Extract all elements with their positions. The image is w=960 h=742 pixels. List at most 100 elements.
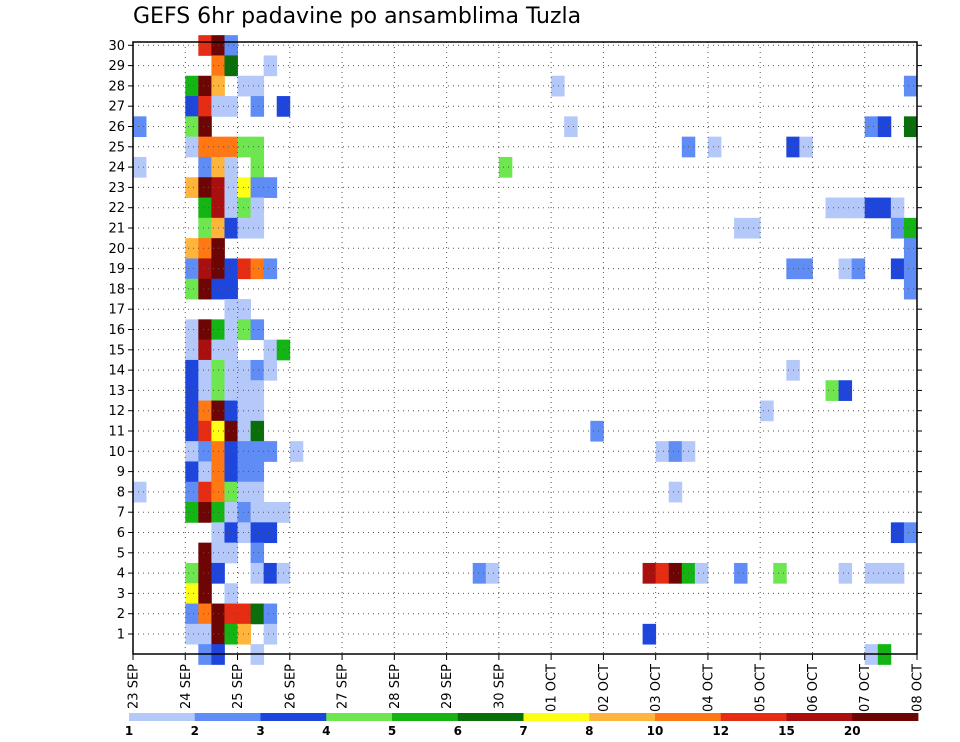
- heatmap-cell: [877, 197, 892, 219]
- heatmap-cell: [237, 603, 251, 625]
- colorbar-swatch: [129, 713, 196, 721]
- heatmap-cell: [250, 75, 265, 97]
- heatmap-cell: [185, 400, 199, 422]
- heatmap-cell: [198, 542, 212, 564]
- x-tick-label: 03 OCT: [649, 664, 664, 712]
- x-tick-label: 28 SEP: [388, 664, 403, 709]
- heatmap-cell: [185, 603, 199, 625]
- heatmap-cell: [237, 623, 251, 645]
- heatmap-cell: [237, 217, 251, 239]
- heatmap-cells: [133, 35, 918, 665]
- heatmap-cell: [224, 156, 238, 178]
- heatmap-cell: [237, 380, 251, 401]
- heatmap-cell: [668, 562, 683, 584]
- grid-lines: [133, 42, 917, 654]
- heatmap-cell: [185, 623, 199, 645]
- plot-frame: [132, 41, 918, 655]
- y-tick-label: 2: [117, 607, 125, 622]
- heatmap-cell: [237, 299, 251, 320]
- colorbar-swatch: [720, 713, 787, 721]
- heatmap-cell: [799, 136, 813, 158]
- heatmap-cell: [185, 583, 199, 604]
- colorbar-swatch: [589, 713, 656, 721]
- heatmap-cell: [185, 420, 199, 442]
- heatmap-cell: [198, 400, 212, 422]
- heatmap-cell: [224, 217, 238, 239]
- heatmap-cell: [472, 562, 487, 584]
- heatmap-cell: [877, 116, 892, 138]
- x-axis: 23 SEP 24 SEP 25 SEP 26 SEP 27 SEP 28 SEP 29 S…: [127, 654, 926, 712]
- heatmap-cell: [198, 177, 212, 198]
- heatmap-cell: [250, 502, 265, 523]
- heatmap-cell: [250, 197, 265, 219]
- heatmap-cell: [224, 583, 238, 604]
- heatmap-cell: [564, 116, 578, 138]
- heatmap-cell: [250, 96, 265, 117]
- heatmap-cell: [224, 55, 238, 77]
- y-tick-label: 3: [117, 587, 125, 602]
- heatmap-cell: [133, 156, 147, 178]
- x-tick-label: 24 SEP: [179, 664, 194, 709]
- heatmap-cell: [263, 177, 278, 198]
- heatmap-cell: [773, 562, 787, 584]
- colorbar-label: 12: [712, 724, 729, 738]
- heatmap-cell: [250, 542, 265, 564]
- heatmap-cell: [237, 136, 251, 158]
- heatmap-cell: [198, 96, 212, 117]
- heatmap-cell: [185, 562, 199, 584]
- y-tick-label: 4: [117, 567, 125, 582]
- heatmap-cell: [864, 562, 879, 584]
- y-tick-label: 27: [108, 100, 125, 115]
- heatmap-cell: [250, 217, 265, 239]
- heatmap-cell: [903, 238, 918, 259]
- heatmap-cell: [237, 400, 251, 422]
- heatmap-cell: [590, 420, 604, 442]
- heatmap-cell: [224, 177, 238, 198]
- heatmap-cell: [185, 177, 199, 198]
- heatmap-cell: [224, 502, 238, 523]
- y-axis: 1234567891011121314151617181920212223242…: [108, 39, 922, 643]
- heatmap-cell: [263, 55, 278, 77]
- heatmap-cell: [198, 136, 212, 158]
- heatmap-cell: [185, 116, 199, 138]
- colorbar: 1 2 3 4 5 6 7 8 10 12 15 20: [125, 713, 919, 738]
- heatmap-cell: [198, 603, 212, 625]
- heatmap-cell: [198, 278, 212, 300]
- y-tick-label: 7: [117, 506, 125, 521]
- heatmap-cell: [198, 35, 212, 56]
- heatmap-cell: [642, 562, 657, 584]
- x-tick-label: 23 SEP: [127, 664, 142, 709]
- heatmap-cell: [734, 562, 748, 584]
- heatmap-cell: [185, 380, 199, 401]
- chart-title: GEFS 6hr padavine po ansamblima Tuzla: [133, 4, 582, 29]
- heatmap-cell: [890, 562, 905, 584]
- heatmap-cell: [734, 217, 748, 239]
- colorbar-label: 10: [647, 724, 664, 738]
- heatmap-cell: [250, 319, 265, 341]
- x-tick-label: 25 SEP: [231, 664, 246, 709]
- y-tick-label: 11: [108, 425, 125, 440]
- y-tick-label: 14: [108, 364, 125, 379]
- heatmap-cell: [185, 238, 199, 259]
- heatmap-cell: [903, 217, 918, 239]
- heatmap-cell: [224, 197, 238, 219]
- heatmap-cell: [198, 623, 212, 645]
- y-tick-label: 25: [108, 140, 125, 155]
- heatmap-cell: [551, 75, 565, 97]
- y-tick-label: 6: [117, 526, 125, 541]
- heatmap-cell: [237, 502, 251, 523]
- heatmap-cell: [198, 441, 212, 462]
- heatmap-cell: [890, 522, 905, 544]
- heatmap-cell: [655, 562, 670, 584]
- heatmap-cell: [655, 441, 670, 462]
- y-tick-label: 10: [108, 445, 125, 460]
- y-tick-label: 16: [108, 323, 125, 338]
- heatmap-cell: [250, 481, 265, 503]
- heatmap-cell: [185, 481, 199, 503]
- colorbar-swatch: [457, 713, 524, 721]
- heatmap-cell: [250, 400, 265, 422]
- heatmap-cell: [237, 359, 251, 381]
- colorbar-swatch: [194, 713, 261, 721]
- heatmap-cell: [864, 116, 879, 138]
- heatmap-cell: [694, 562, 709, 584]
